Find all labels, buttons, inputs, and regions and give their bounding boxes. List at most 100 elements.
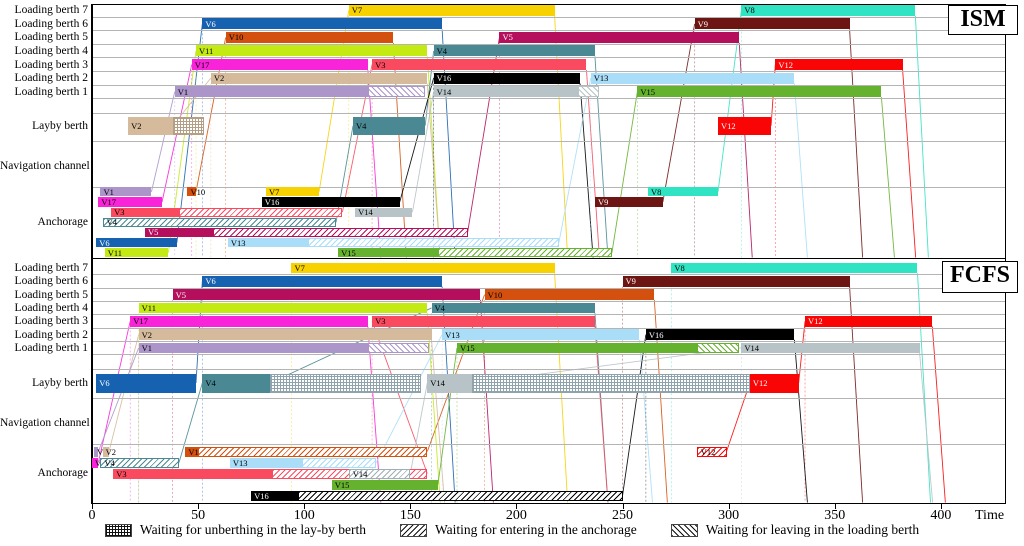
connector-line bbox=[622, 334, 647, 496]
gantt-vessel-bar: V8 bbox=[671, 262, 918, 274]
grid-line bbox=[91, 502, 1006, 504]
gantt-vessel-bar: V4 bbox=[431, 302, 595, 314]
gantt-vessel-bar: V5 bbox=[499, 31, 740, 43]
time-axis-title: Time bbox=[975, 508, 1005, 523]
legend-label: Waiting for entering in the anchorage bbox=[435, 522, 637, 537]
gantt-vessel-bar: V13 bbox=[227, 237, 309, 248]
gantt-vessel-bar: V10 bbox=[187, 187, 205, 197]
gantt-vessel-bar: V3 bbox=[372, 316, 595, 327]
gantt-vessel-bar: V12 bbox=[805, 316, 933, 327]
axis-tick-label: 200 bbox=[505, 508, 527, 523]
row-label: Loading berth 1 bbox=[14, 85, 88, 98]
row-label: Loading berth 1 bbox=[14, 341, 88, 354]
grid-line bbox=[92, 186, 1005, 188]
gantt-vessel-bar: V13 bbox=[590, 72, 795, 84]
vessel-label: V8 bbox=[650, 187, 662, 197]
gantt-vessel-bar: V2 bbox=[128, 116, 173, 135]
vessel-label: V6 bbox=[205, 276, 216, 287]
vessel-label: V8 bbox=[674, 262, 685, 273]
back-diagonal-swatch-icon bbox=[400, 523, 428, 537]
vessel-label: V12 bbox=[700, 446, 716, 457]
grid-line bbox=[92, 397, 1005, 399]
vessel-label: V3 bbox=[116, 468, 127, 479]
vessel-label: V13 bbox=[230, 237, 246, 248]
gantt-vessel-bar: V17 bbox=[98, 197, 163, 207]
connector-line bbox=[558, 77, 592, 243]
gantt-vessel-bar: V12 bbox=[718, 116, 772, 135]
gantt-vessel-bar: V6 bbox=[96, 373, 196, 393]
gantt-vessel-bar: V14 bbox=[741, 342, 920, 354]
connector-line bbox=[639, 339, 653, 503]
axis-tick bbox=[516, 504, 518, 509]
gantt-vessel-bar: V10 bbox=[185, 446, 203, 457]
gantt-vessel-bar: V6 bbox=[202, 276, 443, 287]
grid-line bbox=[92, 443, 1005, 445]
axis-tick-label: 250 bbox=[612, 508, 634, 523]
gantt-vessel-bar: V8 bbox=[741, 4, 916, 16]
axis-tick-label: 350 bbox=[824, 508, 846, 523]
panel-title-ism: ISM bbox=[948, 5, 1018, 35]
vessel-label: V11 bbox=[198, 45, 214, 56]
vessel-label: V12 bbox=[752, 377, 768, 388]
axis-tick bbox=[834, 504, 836, 509]
connector-line bbox=[880, 97, 895, 258]
gantt-waiting-bar bbox=[172, 116, 205, 135]
gantt-vessel-bar: V11 bbox=[195, 45, 428, 57]
grid-line bbox=[92, 368, 1005, 370]
gantt-vessel-bar: V2 bbox=[138, 329, 432, 340]
gantt-vessel-bar: V13 bbox=[229, 457, 303, 468]
row-label: Loading berth 2 bbox=[14, 72, 88, 85]
plot-border bbox=[1004, 3, 1006, 504]
legend-label: Waiting for unberthing in the lay-by ber… bbox=[139, 522, 367, 537]
grid-line bbox=[92, 287, 1005, 289]
gantt-waiting-bar bbox=[437, 248, 612, 258]
gantt-vessel-bar: V9 bbox=[694, 18, 850, 30]
grid-line bbox=[92, 327, 1005, 329]
legend: Waiting for unberthing in the lay-by ber… bbox=[0, 522, 1024, 538]
vessel-label: V8 bbox=[744, 5, 755, 16]
gantt-vessel-bar: V11 bbox=[104, 248, 169, 258]
vessel-label: V15 bbox=[640, 86, 656, 97]
row-label: Loading berth 6 bbox=[14, 275, 88, 288]
row-label: Anchorage bbox=[37, 216, 88, 228]
vessel-label: V16 bbox=[648, 329, 664, 340]
connector-line bbox=[411, 91, 435, 213]
vessel-label: V6 bbox=[99, 377, 110, 388]
gantt-waiting-bar: V12 bbox=[696, 446, 727, 457]
vessel-label: V4 bbox=[436, 45, 448, 56]
row-label: Layby berth bbox=[32, 377, 88, 389]
legend-item-entering-anchorage: Waiting for entering in the anchorage bbox=[400, 522, 637, 538]
connector-line bbox=[150, 91, 176, 192]
vessel-label: V11 bbox=[141, 302, 156, 313]
gantt-vessel-bar: V17 bbox=[92, 457, 110, 468]
axis-tick-label: 50 bbox=[191, 508, 206, 523]
connector-line bbox=[793, 339, 808, 503]
gantt-vessel-bar: V3 bbox=[111, 207, 179, 217]
vessel-label: V10 bbox=[188, 446, 203, 457]
grid-line bbox=[91, 3, 1006, 5]
connector-line bbox=[726, 382, 751, 452]
gantt-waiting-bar bbox=[297, 490, 623, 501]
vessel-label: V12 bbox=[808, 316, 823, 326]
gantt-vessel-bar: V7 bbox=[291, 262, 555, 274]
gantt-waiting-bar bbox=[302, 457, 377, 468]
grid-line bbox=[92, 314, 1005, 316]
vessel-label: V14 bbox=[358, 207, 373, 217]
row-label: Loading berth 5 bbox=[14, 31, 88, 44]
vessel-label: V6 bbox=[99, 237, 110, 248]
gantt-vessel-bar: V5 bbox=[145, 227, 213, 238]
vessel-label: V16 bbox=[436, 72, 452, 83]
row-label: Loading berth 7 bbox=[14, 4, 88, 17]
gantt-vessel-bar: V14 bbox=[355, 207, 413, 217]
gantt-vessel-bar: V15 bbox=[338, 248, 438, 258]
vessel-label: V3 bbox=[375, 59, 386, 70]
grid-line bbox=[92, 57, 1005, 59]
gantt-vessel-bar: V11 bbox=[138, 302, 428, 314]
gantt-vessel-bar: V3 bbox=[372, 59, 587, 70]
vessel-label: V2 bbox=[105, 446, 116, 457]
gantt-vessel-bar: V16 bbox=[251, 490, 298, 501]
row-label: Loading berth 5 bbox=[14, 288, 88, 301]
row-label: Layby berth bbox=[32, 119, 88, 132]
axis-tick-label: 150 bbox=[399, 508, 421, 523]
